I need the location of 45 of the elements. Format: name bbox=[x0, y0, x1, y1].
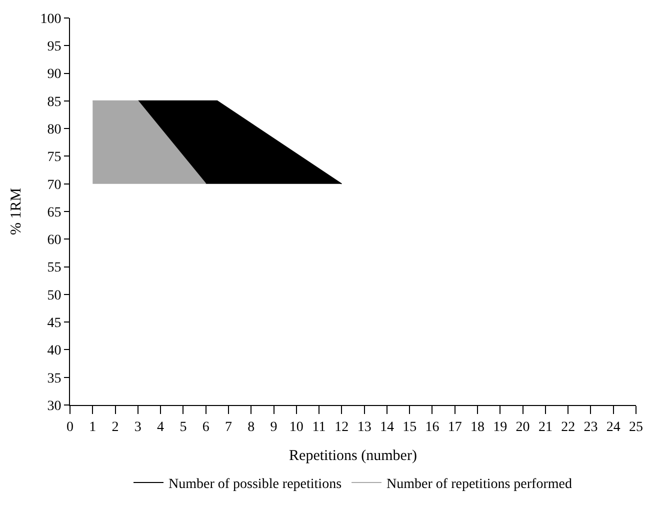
x-tick-label: 8 bbox=[248, 420, 255, 435]
y-tick-label: 80 bbox=[47, 122, 62, 138]
x-tick-label: 2 bbox=[112, 420, 119, 435]
x-tick-label: 14 bbox=[380, 420, 394, 435]
x-tick-label: 3 bbox=[134, 420, 142, 435]
x-tick-label: 25 bbox=[629, 420, 643, 435]
x-tick-label: 20 bbox=[516, 420, 530, 435]
x-tick-label: 4 bbox=[157, 420, 164, 435]
y-tick-label: 30 bbox=[47, 398, 62, 414]
x-tick-label: 9 bbox=[270, 420, 278, 435]
x-tick-label: 12 bbox=[334, 420, 349, 435]
x-tick-label: 11 bbox=[312, 420, 326, 435]
x-tick-label: 15 bbox=[402, 420, 417, 435]
x-axis-title: Repetitions (number) bbox=[289, 448, 417, 464]
x-tick-label: 5 bbox=[180, 420, 187, 435]
y-tick-label: 100 bbox=[40, 12, 62, 27]
x-tick-label: 21 bbox=[538, 420, 552, 435]
y-tick-label: 90 bbox=[47, 67, 62, 82]
x-tick-label: 19 bbox=[493, 420, 508, 435]
x-tick-label: 6 bbox=[202, 420, 210, 435]
x-tick-label: 7 bbox=[224, 420, 232, 435]
x-tick-label: 17 bbox=[448, 420, 462, 435]
legend-label: Number of possible repetitions bbox=[168, 476, 342, 492]
x-tick-label: 13 bbox=[357, 420, 372, 435]
y-tick-label: 60 bbox=[47, 233, 62, 248]
y-tick-label: 65 bbox=[47, 205, 62, 220]
y-tick-label: 95 bbox=[47, 40, 62, 55]
y-tick-label: 35 bbox=[47, 371, 62, 386]
y-tick-label: 50 bbox=[47, 288, 62, 304]
x-tick-label: 0 bbox=[66, 420, 74, 435]
y-tick-label: 70 bbox=[47, 178, 62, 193]
y-tick-label: 75 bbox=[47, 150, 62, 166]
x-tick-label: 24 bbox=[606, 420, 620, 435]
x-tick-label: 16 bbox=[425, 420, 440, 435]
x-tick-label: 22 bbox=[561, 420, 576, 435]
legend-label: Number of repetitions performed bbox=[386, 476, 572, 492]
x-tick-label: 10 bbox=[289, 420, 304, 435]
y-tick-label: 55 bbox=[47, 260, 62, 276]
y-tick-label: 45 bbox=[47, 316, 62, 331]
x-tick-label: 1 bbox=[89, 420, 96, 435]
y-tick-label: 85 bbox=[47, 94, 62, 110]
y-axis-title: % 1RM bbox=[8, 188, 24, 236]
x-tick-label: 18 bbox=[470, 420, 485, 435]
x-tick-label: 23 bbox=[584, 420, 598, 435]
y-tick-label: 40 bbox=[47, 344, 62, 359]
